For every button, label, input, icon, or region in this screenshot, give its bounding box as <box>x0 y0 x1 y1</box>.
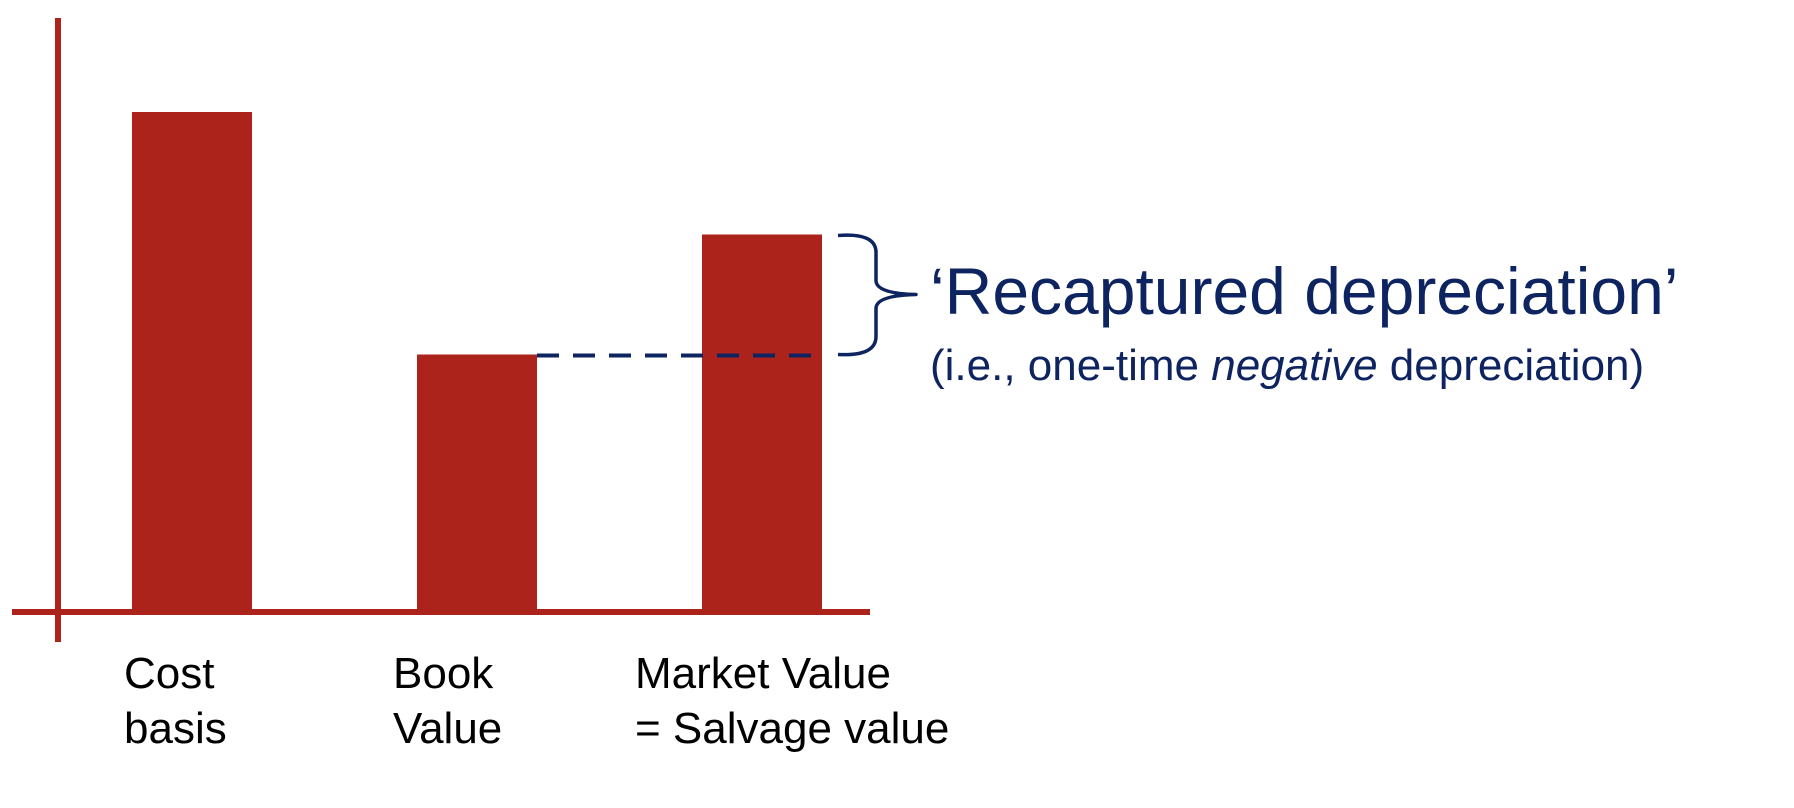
category-label-line: Market Value <box>635 649 891 698</box>
bar-2 <box>702 234 822 612</box>
category-label-1: Book Value <box>393 649 502 753</box>
category-label-line: Cost <box>124 649 214 698</box>
category-label-line: Book <box>393 649 494 698</box>
category-label-2: Market Value = Salvage value <box>635 649 949 753</box>
annotation-subtitle-emphasis: negative <box>1211 341 1377 390</box>
annotation-subtitle-before: (i.e., one-time <box>930 341 1211 390</box>
recapture-brace <box>837 233 918 357</box>
bar-1 <box>417 354 537 612</box>
annotation-subtitle: (i.e., one-time negative depreciation) <box>930 341 1644 390</box>
category-label-line: Value <box>393 704 502 753</box>
annotation-subtitle-after: depreciation) <box>1378 341 1645 390</box>
category-label-0: Cost basis <box>124 649 227 753</box>
bars-group <box>132 112 822 612</box>
bar-0 <box>132 112 252 612</box>
category-label-line: basis <box>124 704 227 753</box>
annotation-title: ‘Recaptured depreciation’ <box>930 254 1678 328</box>
category-labels: Cost basis Book Value Market Value = Salvage … <box>124 649 949 753</box>
category-label-line: = Salvage value <box>635 704 949 753</box>
